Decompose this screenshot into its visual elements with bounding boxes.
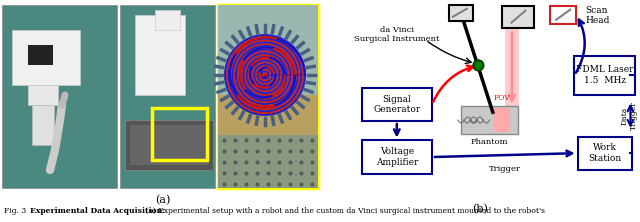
Text: (a): (a) <box>156 195 171 205</box>
FancyBboxPatch shape <box>28 45 53 65</box>
Text: Voltage
Amplifier: Voltage Amplifier <box>376 147 418 167</box>
FancyBboxPatch shape <box>493 108 509 132</box>
FancyBboxPatch shape <box>218 5 318 95</box>
FancyBboxPatch shape <box>218 95 318 188</box>
Text: FOV: FOV <box>493 94 510 102</box>
Text: da Vinci
Surgical Instrument: da Vinci Surgical Instrument <box>354 26 440 43</box>
Text: Work
Station: Work Station <box>588 143 621 163</box>
FancyBboxPatch shape <box>362 88 432 121</box>
Text: Trigger: Trigger <box>489 165 521 173</box>
FancyBboxPatch shape <box>218 135 318 188</box>
FancyBboxPatch shape <box>575 56 635 95</box>
FancyBboxPatch shape <box>125 120 213 170</box>
FancyBboxPatch shape <box>120 5 215 188</box>
FancyBboxPatch shape <box>130 125 208 165</box>
Text: Fig. 3: Fig. 3 <box>4 207 26 215</box>
FancyBboxPatch shape <box>550 6 576 24</box>
Text: Phantom: Phantom <box>471 138 508 146</box>
FancyBboxPatch shape <box>577 137 632 170</box>
FancyBboxPatch shape <box>218 5 318 188</box>
FancyBboxPatch shape <box>135 15 185 95</box>
Text: (a) Experimental setup with a robot and the custom da Vinci surgical instrument : (a) Experimental setup with a robot and … <box>143 207 545 215</box>
Circle shape <box>474 60 483 70</box>
FancyBboxPatch shape <box>449 5 473 21</box>
Text: Trigger: Trigger <box>630 101 639 130</box>
Text: Head: Head <box>586 16 610 25</box>
FancyBboxPatch shape <box>28 85 58 105</box>
FancyBboxPatch shape <box>320 3 640 198</box>
FancyBboxPatch shape <box>32 105 54 145</box>
FancyBboxPatch shape <box>2 5 117 188</box>
FancyBboxPatch shape <box>362 141 432 174</box>
Text: FDML Laser
1.5  MHz: FDML Laser 1.5 MHz <box>576 65 634 85</box>
Text: Scan: Scan <box>586 6 608 15</box>
FancyBboxPatch shape <box>461 106 518 134</box>
FancyBboxPatch shape <box>155 10 180 30</box>
Text: (b): (b) <box>472 204 488 214</box>
Text: Experimental Data Acquisition:: Experimental Data Acquisition: <box>30 207 165 215</box>
FancyBboxPatch shape <box>12 30 80 85</box>
FancyBboxPatch shape <box>502 6 534 28</box>
Text: Signal
Generator: Signal Generator <box>373 95 420 114</box>
Text: Data: Data <box>620 107 628 125</box>
